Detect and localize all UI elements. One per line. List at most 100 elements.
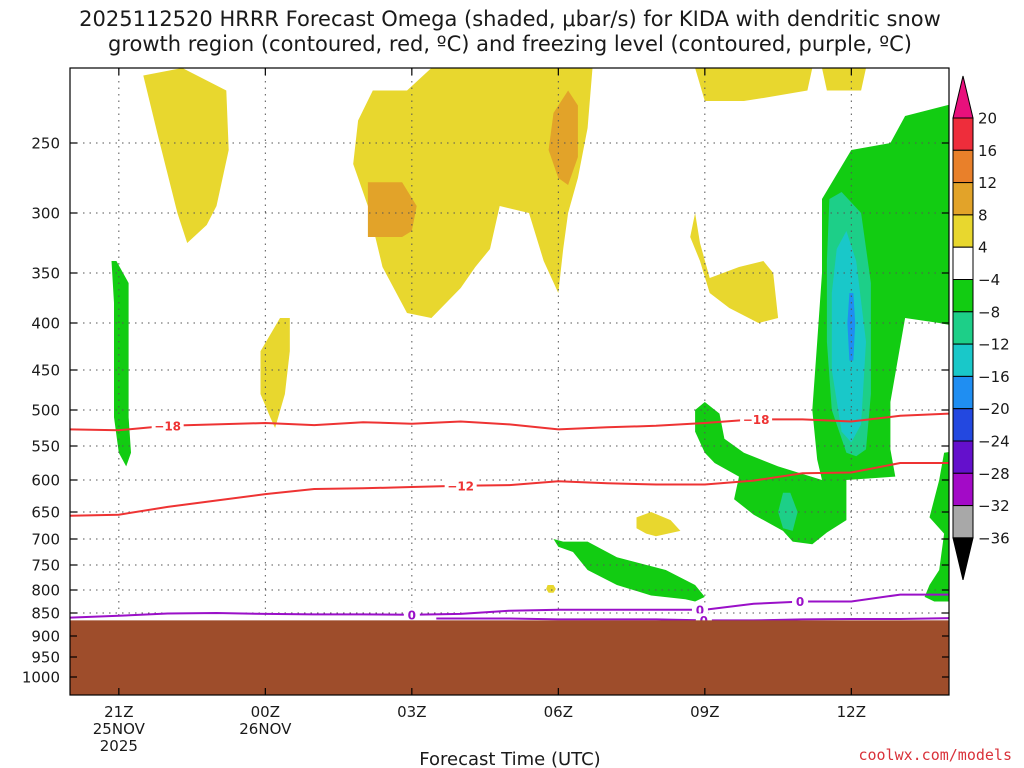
omega-region-13: [553, 539, 705, 602]
omega-region-6: [636, 512, 681, 537]
plot-area: −18−18−120000: [69, 67, 950, 696]
contour-label-0-1: −18: [743, 413, 770, 427]
colorbar-bin-12: [952, 149, 974, 184]
colorbar-label-12: −32: [978, 497, 1010, 515]
grid-lines: [70, 68, 949, 695]
omega-region-0: [143, 68, 229, 243]
contour-line-1: [70, 462, 949, 517]
colorbar-bin--36: [952, 505, 974, 539]
colorbar-label-10: −24: [978, 433, 1010, 451]
contour-label-0-0: −18: [154, 419, 181, 433]
x-tick-label-9-0: 06Z: [544, 703, 573, 721]
omega-region-5: [690, 213, 779, 323]
omega-shading: [111, 68, 949, 602]
y-tick-label-950: 950: [31, 649, 60, 667]
x-tick-label-15-0: 12Z: [837, 703, 866, 721]
colorbar-label-9: −20: [978, 400, 1010, 418]
contour-label-1-0: −12: [447, 479, 474, 493]
y-tick-label-700: 700: [31, 531, 60, 549]
colorbar-label-4: 4: [978, 239, 988, 257]
chart-title-line-2: growth region (contoured, red, ºC) and f…: [108, 32, 912, 56]
contour-line-3: [436, 617, 949, 622]
colorbar-bin--28: [952, 440, 974, 474]
contour-label-bg-0-0: [151, 418, 184, 433]
omega-region-11: [695, 104, 949, 545]
colorbar-bin-16: [952, 117, 974, 151]
colorbar: 20 16 12 8 4 −4 −8 −12 −16 −20 −24 −28 −32 −36: [952, 75, 1010, 581]
omega-region-9: [548, 90, 578, 185]
x-tick-label-0-2: 2025: [100, 737, 138, 755]
y-tick-label-550: 550: [31, 438, 60, 456]
x-tick-label-0-1: 25NOV: [93, 720, 146, 738]
colorbar-bin--8: [952, 279, 974, 313]
contour-label-bg-2-0: [403, 607, 420, 622]
colorbar-bin--20: [952, 375, 974, 410]
colorbar-bin--24: [952, 408, 974, 442]
credit-text: coolwx.com/models: [858, 746, 1012, 764]
omega-region-3: [695, 68, 813, 101]
contour-label-2-2: 0: [796, 595, 804, 609]
colorbar-label-1: 16: [978, 142, 997, 160]
y-tick-label-850: 850: [31, 605, 60, 623]
contour-label-bg-1-0: [444, 478, 477, 493]
terrain-fill: [70, 620, 949, 695]
omega-region-4: [822, 68, 866, 91]
y-tick-label-450: 450: [31, 362, 60, 380]
chart-title-line-1: 2025112520 HRRR Forecast Omega (shaded, …: [79, 7, 941, 31]
contour-label-bg-2-2: [792, 594, 809, 609]
x-tick-label-3-1: 26NOV: [239, 720, 292, 738]
y-tick-label-900: 900: [31, 628, 60, 646]
colorbar-top-arrow: [952, 75, 974, 119]
y-tick-label-800: 800: [31, 582, 60, 600]
colorbar-label-5: −4: [978, 271, 1000, 289]
omega-region-10: [111, 261, 131, 467]
y-tick-label-500: 500: [31, 402, 60, 420]
colorbar-bin--32: [952, 472, 974, 507]
omega-region-8: [367, 182, 417, 237]
contour-label-2-0: 0: [408, 608, 416, 622]
colorbar-label-13: −36: [978, 529, 1010, 547]
x-tick-label-12-0: 09Z: [690, 703, 719, 721]
x-tick-label-0-0: 21Z: [104, 703, 133, 721]
y-tick-label-600: 600: [31, 472, 60, 490]
omega-region-7: [546, 585, 556, 593]
colorbar-label-3: 8: [978, 206, 988, 224]
colorbar-bin--16: [952, 343, 974, 377]
y-tick-label-350: 350: [31, 265, 60, 283]
colorbar-bin-4: [952, 214, 974, 248]
x-axis-title: Forecast Time (UTC): [419, 749, 600, 768]
colorbar-label-7: −12: [978, 336, 1010, 354]
y-tick-label-250: 250: [31, 135, 60, 153]
contour-line-0: [70, 412, 949, 432]
terrain-layer: [70, 620, 949, 695]
x-tick-label-3-0: 00Z: [251, 703, 280, 721]
y-tick-label-750: 750: [31, 557, 60, 575]
contour-label-bg-0-1: [740, 412, 773, 427]
colorbar-label-11: −28: [978, 465, 1010, 483]
colorbar-bin-8: [952, 182, 974, 216]
colorbar-bin--4: [952, 246, 974, 280]
colorbar-label-0: 20: [978, 110, 997, 128]
colorbar-label-6: −8: [978, 303, 1000, 321]
omega-region-1: [260, 318, 290, 428]
colorbar-bottom-arrow: [952, 537, 974, 581]
y-tick-label-400: 400: [31, 315, 60, 333]
omega-region-15: [778, 492, 798, 531]
temperature-contours: −18−18−120000: [70, 412, 949, 628]
colorbar-label-2: 12: [978, 174, 997, 192]
contour-label-bg-2-1: [691, 602, 708, 617]
plot-frame: [69, 67, 950, 696]
omega-region-12: [924, 451, 949, 602]
omega-region-17: [847, 293, 856, 361]
y-tick-label-1000: 1000: [22, 669, 60, 687]
x-tick-label-6-0: 03Z: [397, 703, 426, 721]
y-axis: 250 300 350 400 450 500 550 600 650 700 750 800 850 9…: [22, 135, 949, 687]
colorbar-bin--12: [952, 311, 974, 345]
colorbar-label-8: −16: [978, 368, 1010, 386]
omega-region-2: [353, 68, 593, 318]
y-tick-label-300: 300: [31, 205, 60, 223]
contour-label-2-1: 0: [696, 603, 704, 617]
y-tick-label-650: 650: [31, 504, 60, 522]
